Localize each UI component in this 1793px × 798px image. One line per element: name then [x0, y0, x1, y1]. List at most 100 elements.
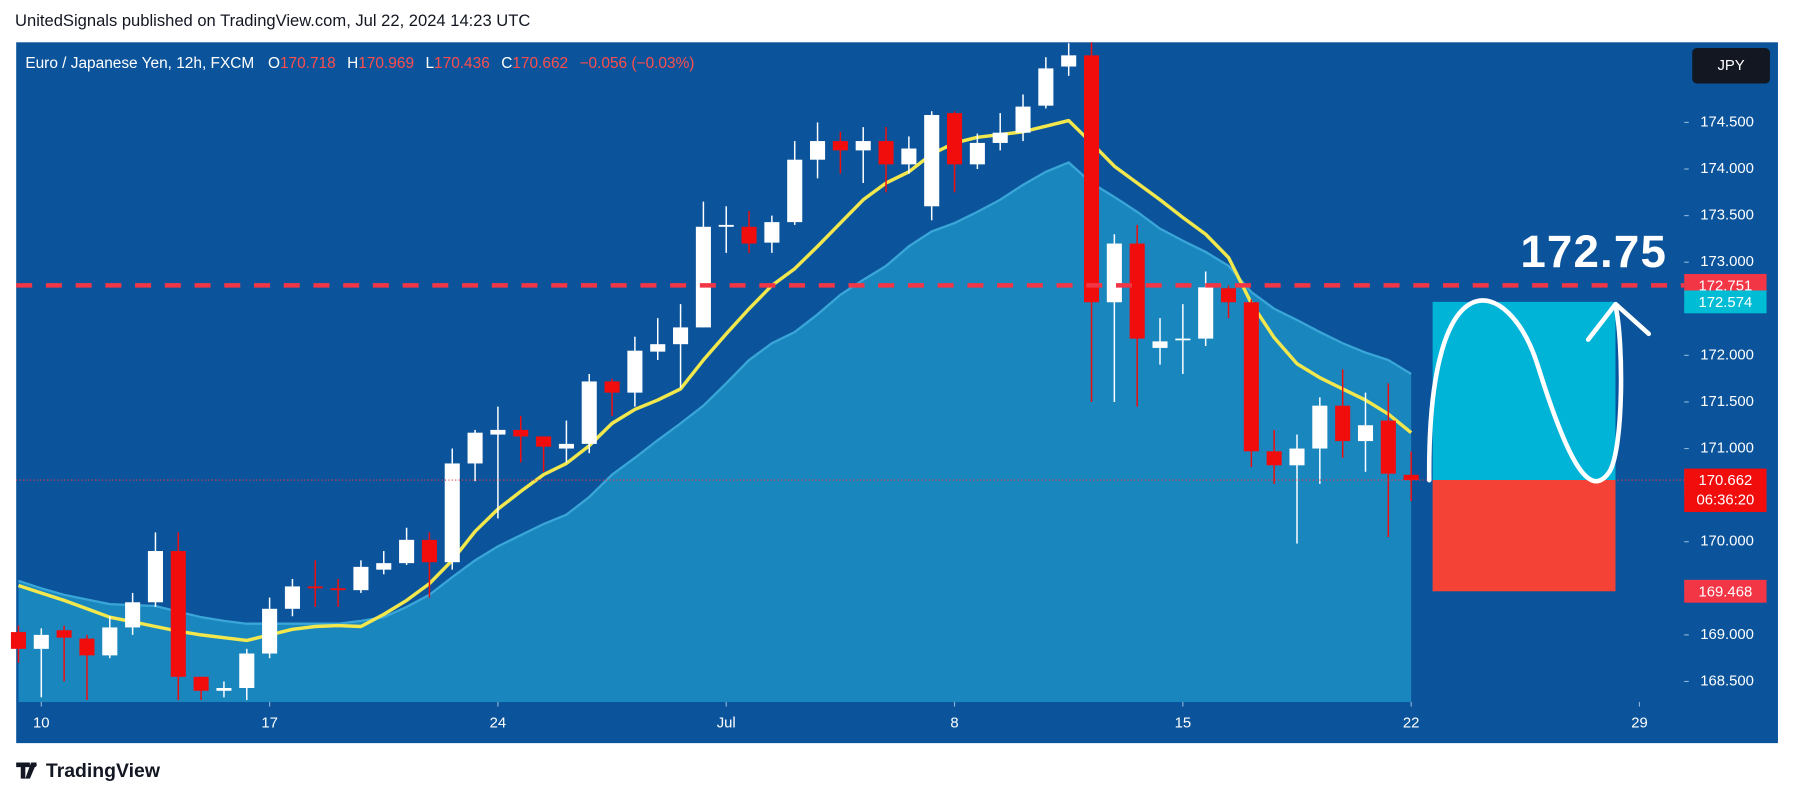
candle-body — [1061, 55, 1077, 67]
candle-body — [810, 141, 826, 160]
y-tick-label: 174.500 — [1700, 114, 1754, 130]
candle-body — [1380, 420, 1396, 474]
candle-body — [558, 443, 574, 449]
candle-body — [490, 429, 506, 435]
y-tick-label: 171.000 — [1700, 440, 1754, 456]
last-price-tag — [1684, 468, 1767, 513]
price-tag-label: 169.468 — [1699, 584, 1753, 600]
candle-body — [1312, 405, 1328, 449]
ohlc-value: 170.718 — [280, 55, 336, 72]
candle-body — [673, 327, 689, 345]
countdown: 06:36:20 — [1696, 493, 1754, 509]
candle-body — [536, 436, 552, 447]
y-tick-label: 173.500 — [1700, 208, 1754, 224]
stop-zone — [1432, 480, 1616, 592]
currency-button[interactable] — [1692, 48, 1770, 84]
candle-body — [170, 551, 186, 677]
ma-line — [17, 118, 1413, 643]
candle-body — [125, 602, 141, 628]
publisher-line: UnitedSignals published on TradingView.c… — [15, 11, 530, 30]
candle-body — [1038, 68, 1054, 106]
ohlc-letter: O — [268, 55, 280, 72]
price-tag-label: 172.574 — [1699, 295, 1753, 311]
candle-body — [262, 608, 278, 654]
candle-body — [1198, 287, 1214, 339]
candle-body — [878, 141, 894, 165]
candle-body — [1129, 243, 1145, 339]
brand-logo — [16, 762, 37, 779]
candle-body — [513, 429, 529, 437]
candle-body — [79, 638, 95, 656]
candle-body — [102, 627, 118, 656]
price-tag — [1684, 290, 1767, 314]
candle-body — [147, 551, 163, 603]
candle-body — [193, 676, 209, 691]
ohlc-value: 170.969 — [358, 55, 414, 72]
candle-body — [1289, 448, 1305, 466]
candle-body — [604, 381, 620, 393]
change: −0.056 (−0.03%) — [580, 55, 695, 72]
x-tick-label: 8 — [950, 716, 958, 732]
ohlc-letter: H — [347, 55, 358, 72]
annotation-text: 172.75 — [1520, 226, 1667, 277]
annotation-arrow — [1585, 301, 1652, 342]
candle-body — [1152, 341, 1168, 348]
legend-line: Euro / Japanese Yen, 12h, FXCM O170.718 H1… — [25, 55, 694, 72]
candle-body — [969, 142, 985, 165]
candle-body — [1266, 451, 1282, 466]
candle-body — [627, 350, 643, 393]
ohlc-letter: C — [501, 55, 512, 72]
candle-body — [1015, 106, 1031, 133]
x-tick-label: Jul — [717, 716, 736, 732]
y-tick-label: 173.000 — [1700, 254, 1754, 270]
candle-body — [444, 463, 460, 563]
y-tick-label: 174.000 — [1700, 161, 1754, 177]
x-tick-label: 15 — [1175, 716, 1192, 732]
x-tick-label: 17 — [261, 716, 278, 732]
candle-body — [1335, 405, 1351, 442]
annotation-curve — [1426, 298, 1624, 484]
candle-body — [787, 159, 803, 223]
candle-body — [1220, 288, 1237, 303]
y-tick-label: 168.500 — [1700, 673, 1754, 689]
candle-body — [947, 113, 963, 165]
y-tick-label: 171.500 — [1700, 394, 1754, 410]
candle-body — [399, 539, 415, 564]
candle-body — [56, 630, 72, 638]
candle-body — [581, 381, 597, 444]
candle-body — [1357, 425, 1374, 442]
candle-body — [741, 226, 757, 244]
y-tick-label: 169.000 — [1700, 627, 1754, 643]
candle-body — [1403, 474, 1419, 481]
ohlc-value: 170.662 — [512, 55, 568, 72]
candle-body — [1243, 302, 1259, 452]
price-tag — [1684, 579, 1767, 603]
candle-body — [832, 141, 848, 151]
candle-body — [467, 432, 483, 464]
candle-body — [718, 224, 734, 227]
x-tick-label: 22 — [1403, 716, 1420, 732]
candle-body — [353, 566, 369, 591]
candle-body — [1083, 55, 1100, 303]
candle-body — [992, 132, 1008, 143]
candle-body — [1175, 338, 1191, 341]
target-zone — [1432, 301, 1616, 481]
candle-body — [650, 344, 666, 352]
x-tick-label: 29 — [1631, 716, 1648, 732]
candle-body — [901, 148, 917, 165]
candle-body — [421, 539, 437, 563]
candle-body — [376, 563, 392, 570]
candle-body — [307, 586, 323, 589]
x-tick-label: 10 — [33, 716, 50, 732]
area-edge — [18, 161, 1412, 625]
candle-body — [284, 586, 300, 609]
currency-label[interactable]: JPY — [1717, 58, 1744, 74]
candle-body — [695, 226, 711, 328]
symbol-title: Euro / Japanese Yen, 12h, FXCM — [25, 55, 254, 72]
brand-name: TradingView — [46, 760, 161, 782]
plot: 168.500169.000169.500170.000170.500171.0… — [10, 42, 1767, 732]
ohlc-value: 170.436 — [434, 55, 490, 72]
candle-body — [330, 588, 346, 591]
y-tick-label: 172.000 — [1700, 347, 1754, 363]
